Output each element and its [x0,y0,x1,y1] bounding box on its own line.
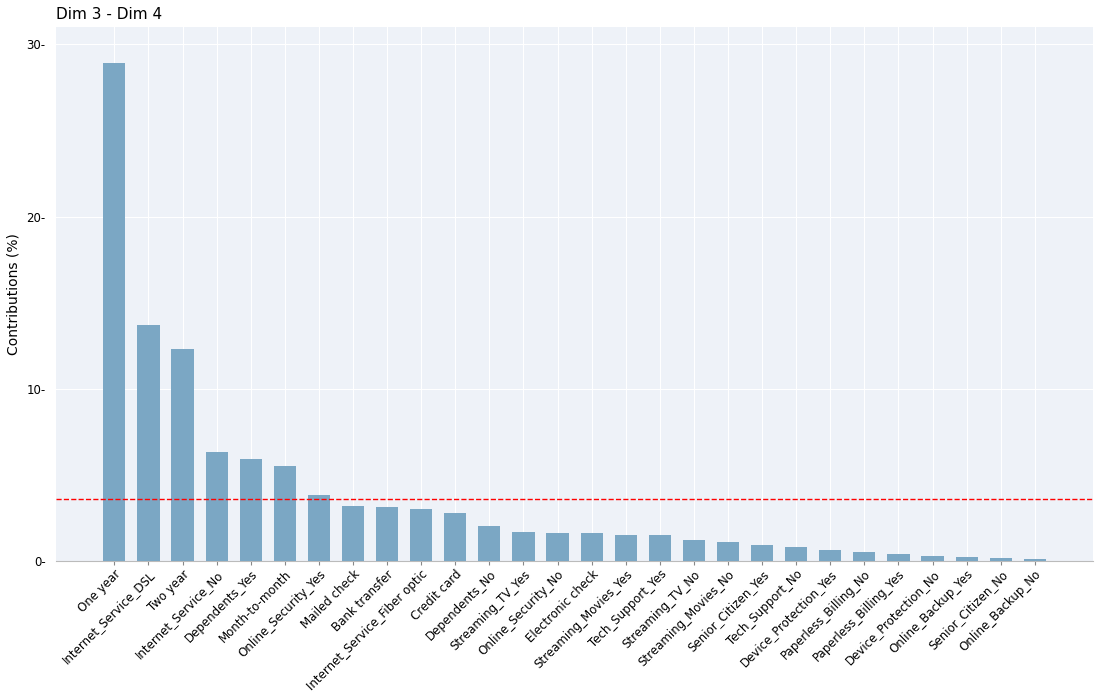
Bar [854,552,876,561]
Bar [751,545,773,561]
Bar [717,542,739,561]
Bar [956,557,978,561]
Bar [342,505,364,561]
Bar [581,533,603,561]
Bar [990,558,1012,561]
Bar [444,512,466,561]
Bar [240,459,262,561]
Bar [308,496,330,561]
Bar [785,547,807,561]
Bar [649,535,671,561]
Bar [820,550,842,561]
Bar [138,325,160,561]
Bar [615,535,637,561]
Bar [922,556,944,561]
Bar [888,554,910,561]
Bar [206,452,228,561]
Y-axis label: Contributions (%): Contributions (%) [7,233,21,355]
Bar [547,533,569,561]
Bar [172,349,194,561]
Bar [376,508,398,561]
Bar [478,526,500,561]
Bar [513,531,535,561]
Bar [683,540,705,561]
Bar [1024,559,1046,561]
Bar [103,64,125,561]
Bar [410,509,432,561]
Text: Dim 3 - Dim 4: Dim 3 - Dim 4 [56,7,163,22]
Bar [274,466,296,561]
